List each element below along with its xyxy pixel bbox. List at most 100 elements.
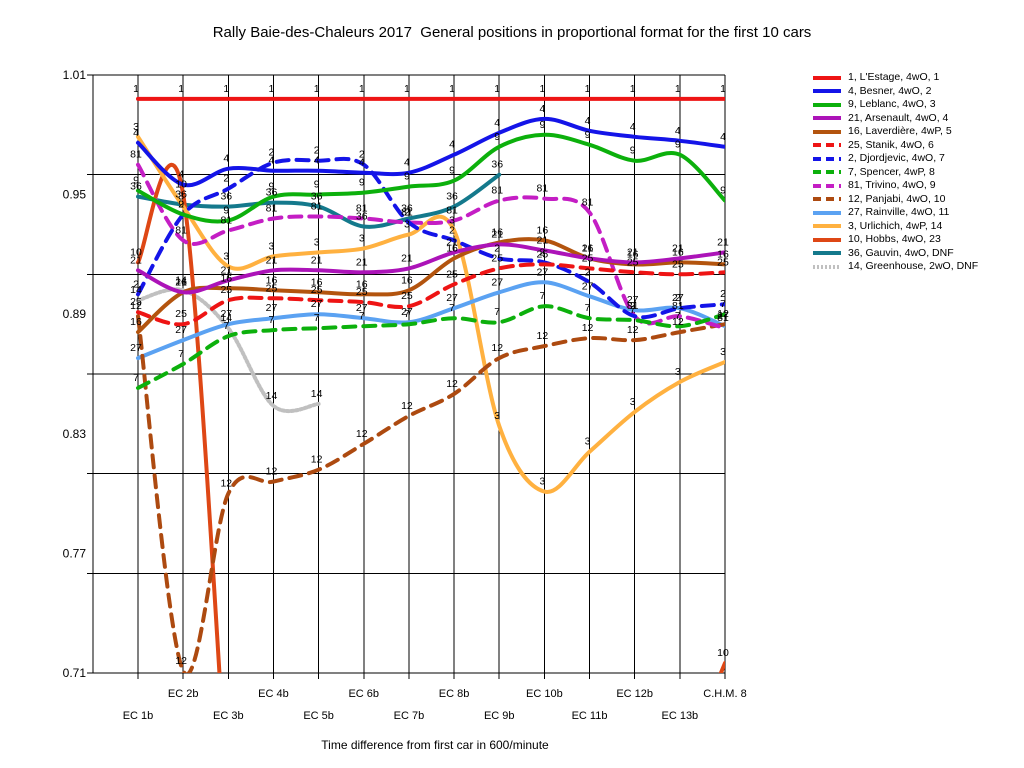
point-label: 1 [449, 83, 455, 95]
point-label: 2 [720, 288, 726, 300]
point-label: 2 [585, 266, 591, 278]
point-label: 9 [675, 139, 681, 151]
point-label: 1 [133, 83, 139, 95]
x-axis-tick-label: EC 10b [526, 688, 563, 700]
point-label: 1 [314, 83, 320, 95]
y-axis-tick-label: 1.01 [63, 68, 87, 82]
x-axis-tick-label: EC 2b [168, 688, 199, 700]
legend-line-swatch-icon [813, 237, 841, 242]
point-label: 16 [130, 316, 142, 328]
point-label: 27 [175, 324, 187, 336]
point-label: 7 [178, 348, 184, 360]
point-label: 1 [630, 83, 636, 95]
point-label: 4 [178, 169, 184, 181]
x-axis-labels: EC 1b EC 2b EC 3b EC 4b EC 5b EC 6b EC 7b EC 8b… [123, 688, 747, 722]
y-axis-tick-label: 0.89 [63, 307, 87, 321]
point-label: 3 [133, 121, 139, 133]
x-axis-title: Time difference from first car in 600/mi… [321, 738, 549, 752]
series-line-7 [136, 304, 725, 390]
point-label: 4 [675, 125, 681, 137]
point-label: 25 [130, 296, 142, 308]
point-label: 1 [359, 83, 365, 95]
point-label: 9 [359, 177, 365, 189]
point-label: 3 [314, 236, 320, 248]
y-axis-tick-label: 0.71 [63, 666, 87, 680]
point-label: 25 [537, 248, 549, 260]
legend-item-label: 81, Trivino, 4wO, 9 [848, 179, 936, 191]
point-label: 7 [720, 298, 726, 310]
legend-line-swatch-icon [813, 170, 841, 175]
point-label: 7 [314, 312, 320, 324]
point-label: 4 [585, 115, 591, 127]
series-lines [136, 96, 725, 673]
point-label: 4 [404, 157, 410, 169]
legend-item-label: 14, Greenhouse, 2wO, DNF [848, 260, 979, 272]
point-label: 81 [672, 300, 684, 312]
point-label: 21 [130, 254, 142, 266]
point-label: 81 [401, 207, 413, 219]
point-label: 27 [537, 266, 549, 278]
point-label: 3 [585, 436, 591, 448]
point-label: 4 [630, 121, 636, 133]
point-label: 1 [494, 83, 500, 95]
legend-item: 3, Urlichich, 4wP, 14 [812, 220, 978, 234]
point-label: 27 [672, 292, 684, 304]
point-label: 12 [356, 428, 368, 440]
point-label: 1 [269, 83, 275, 95]
point-label: 81 [356, 203, 368, 215]
legend-item-label: 10, Hobbs, 4wO, 23 [848, 233, 941, 245]
point-label: 25 [491, 252, 503, 264]
point-label: 16 [401, 274, 413, 286]
point-label: 9 [404, 171, 410, 183]
point-label: 21 [220, 264, 232, 276]
point-label: 81 [130, 149, 142, 161]
point-label: 3 [178, 191, 184, 203]
legend-item-label: 25, Stanik, 4wO, 6 [848, 138, 934, 151]
legend-line-swatch-icon [813, 143, 841, 148]
legend-line-swatch-icon [813, 75, 841, 80]
point-label: 16 [627, 248, 639, 260]
point-label: 16 [356, 278, 368, 290]
point-label: 7 [675, 310, 681, 322]
point-label: 25 [582, 252, 594, 264]
point-label: 1 [404, 83, 410, 95]
point-label: 25 [220, 284, 232, 296]
point-label: 81 [311, 201, 323, 213]
point-label: 16 [311, 276, 323, 288]
point-label: 21 [311, 254, 323, 266]
point-label: 4 [720, 131, 726, 143]
point-label: 2 [269, 147, 275, 159]
legend-item: 10, Hobbs, 4wO, 23 [812, 233, 978, 247]
point-label: 21 [537, 234, 549, 246]
series-line-27 [136, 280, 725, 361]
point-label: 12 [220, 478, 232, 490]
point-label: 4 [223, 153, 229, 165]
legend-item: 16, Laverdière, 4wP, 5 [812, 125, 978, 139]
point-label: 3 [404, 218, 410, 230]
legend-item: 12, Panjabi, 4wO, 10 [812, 193, 978, 207]
point-label: 1 [539, 83, 545, 95]
legend-line-swatch-icon [813, 210, 841, 215]
point-label: 25 [401, 290, 413, 302]
point-label: 14 [266, 390, 278, 402]
point-label: 2 [178, 199, 184, 211]
point-label: 7 [223, 320, 229, 332]
point-label: 9 [178, 199, 184, 211]
point-label: 14 [175, 274, 187, 286]
x-axis-tick-label: EC 5b [303, 710, 334, 722]
legend-item-label: 2, Djordjevic, 4wO, 7 [848, 152, 945, 164]
point-label: 9 [314, 179, 320, 191]
point-label: 9 [494, 131, 500, 143]
point-label: 12 [446, 378, 458, 390]
point-label: 2 [630, 300, 636, 312]
point-label: 16 [491, 226, 503, 238]
legend-item: 9, Leblanc, 4wO, 3 [812, 98, 978, 112]
point-label: 36 [491, 159, 503, 171]
point-label: 12 [401, 400, 413, 412]
point-label: 36 [220, 191, 232, 203]
legend-item: 1, L'Estage, 4wO, 1 [812, 71, 978, 85]
point-label: 9 [269, 181, 275, 193]
point-label: 16 [266, 274, 278, 286]
point-label: 4 [539, 103, 545, 115]
